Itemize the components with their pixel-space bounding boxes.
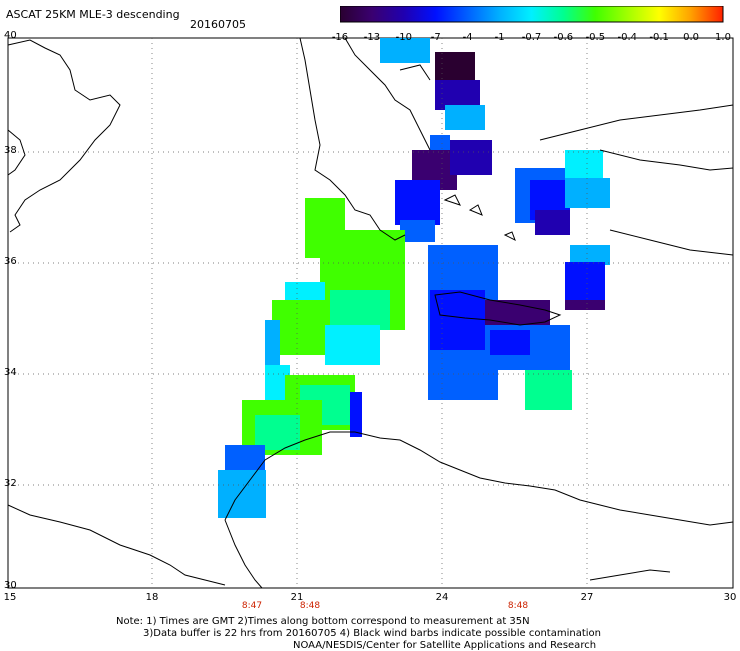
time-label: 8:47 — [241, 601, 263, 611]
lon-label-18: 18 — [145, 592, 159, 603]
colorbar-tick-label: 0.0 — [683, 32, 700, 43]
lon-label-27: 27 — [580, 592, 594, 603]
colorbar-gradient — [339, 5, 724, 23]
lon-label-15: 15 — [3, 592, 17, 603]
product-title: ASCAT 25KM MLE-3 descending — [6, 8, 180, 21]
lat-label-40: 40 — [4, 30, 17, 41]
colorbar-tick-label: -4 — [462, 32, 473, 43]
lon-label-30: 30 — [723, 592, 737, 603]
lat-lon-grid — [8, 38, 733, 588]
colorbar-tick-label: -10 — [395, 32, 412, 43]
note-line-3: NOAA/NESDIS/Center for Satellite Applica… — [293, 640, 597, 651]
colorbar-tick-label: 1.0 — [715, 32, 731, 43]
colorbar-tick-label: -0.1 — [649, 32, 669, 43]
time-label: 8:48 — [507, 601, 529, 611]
lat-label-30: 30 — [4, 580, 17, 591]
colorbar-tick-label: -16 — [331, 32, 349, 43]
colorbar-tick-label: -0.5 — [585, 32, 606, 43]
colorbar-tick-label: -0.6 — [553, 32, 574, 43]
note-line-1: Note: 1) Times are GMT 2)Times along bot… — [116, 616, 530, 627]
time-label: 8:48 — [299, 601, 321, 611]
colorbar: -16 -13 -10 -7 -4 -1 -0.7 -0.6 -0.5 -0.4 -0.1 0.0 1.… — [332, 5, 731, 43]
lon-label-21: 21 — [290, 592, 304, 603]
colorbar-tick-label: -0.4 — [617, 32, 638, 43]
colorbar-tick-label: -1 — [494, 32, 505, 43]
lat-label-38: 38 — [4, 145, 17, 156]
lat-label-36: 36 — [4, 256, 17, 267]
colorbar-tick-label: -13 — [363, 32, 381, 43]
lat-label-32: 32 — [4, 478, 17, 489]
lon-label-24: 24 — [435, 592, 449, 603]
coastlines — [7, 37, 734, 589]
colorbar-tick-label: -0.7 — [521, 32, 542, 43]
lat-label-34: 34 — [4, 367, 17, 378]
colorbar-tick-label: -7 — [430, 32, 441, 43]
product-date: 20160705 — [190, 18, 246, 31]
note-line-2: 3)Data buffer is 22 hrs from 20160705 4)… — [143, 628, 601, 639]
